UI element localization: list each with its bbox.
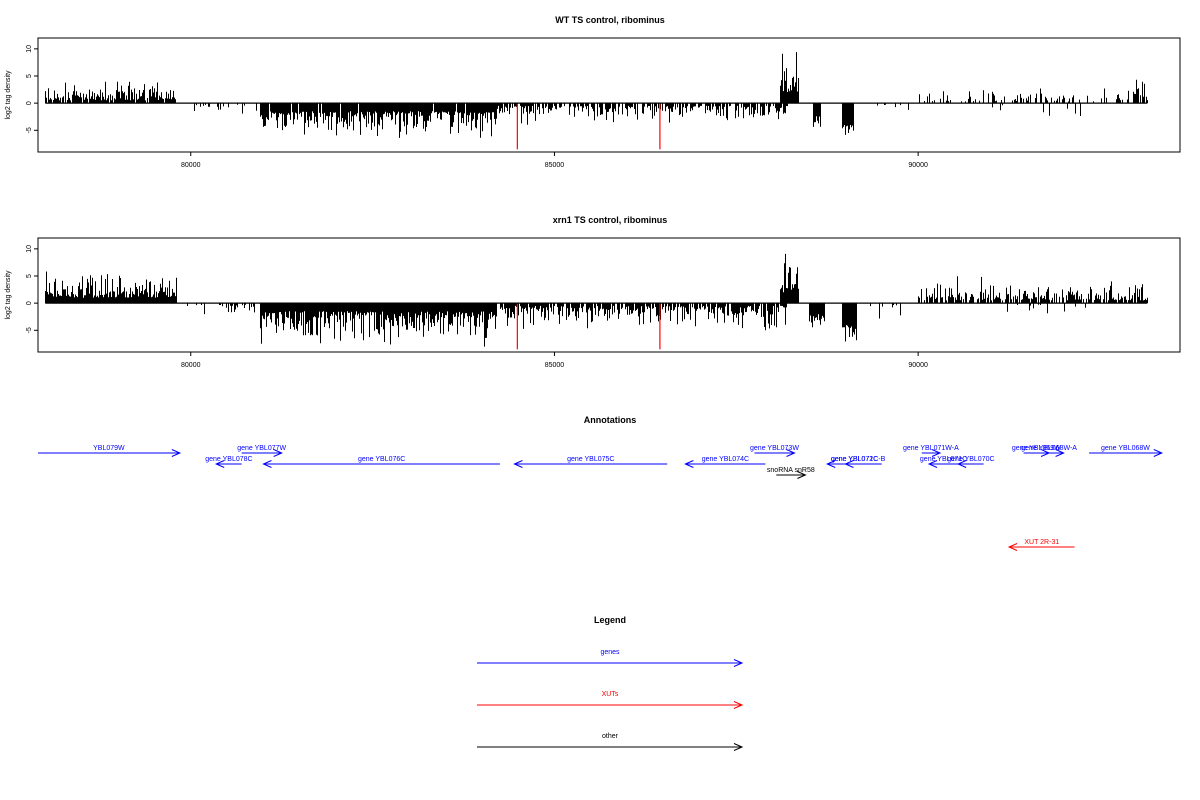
plot-frame bbox=[37, 237, 1181, 353]
feature-label: gene YBL077W bbox=[237, 445, 286, 452]
panel-title: xrn1 TS control, ribominus bbox=[553, 215, 668, 225]
legend-item: other bbox=[477, 733, 744, 751]
annotation-feature: gene YBL071C bbox=[920, 456, 967, 468]
feature-label: snoRNA snR58 bbox=[767, 467, 815, 474]
y-tick-label: 0 bbox=[26, 301, 33, 305]
y-axis: 10 5 0 -5 bbox=[26, 45, 38, 133]
legend-arrowhead bbox=[733, 701, 744, 709]
annotation-feature: gene YBL076C bbox=[262, 456, 500, 468]
feature-label: gene YBL070C bbox=[947, 456, 994, 463]
x-tick-label: 90000 bbox=[908, 162, 928, 169]
annotation-feature: gene YBL077W bbox=[237, 445, 287, 457]
feature-label: gene YBL071W-A bbox=[903, 445, 959, 452]
y-tick-label: 10 bbox=[26, 245, 33, 253]
feature-arrowhead bbox=[927, 460, 938, 468]
highlight-bars bbox=[516, 103, 661, 150]
x-tick-label: 85000 bbox=[545, 162, 565, 169]
legend-label: other bbox=[602, 733, 619, 740]
annotation-feature: gene YBL071C-B bbox=[831, 456, 886, 468]
feature-arrowhead bbox=[825, 460, 836, 468]
feature-label: gene YBL071C-B bbox=[831, 456, 886, 463]
annotation-feature: gene YBL068W-A bbox=[1021, 445, 1077, 457]
feature-label: gene YBL076C bbox=[358, 456, 405, 463]
feature-arrowhead bbox=[786, 449, 796, 457]
feature-arrowhead bbox=[1153, 449, 1164, 457]
feature-arrowhead bbox=[931, 449, 942, 457]
feature-arrowhead bbox=[956, 460, 967, 468]
y-axis-label: log2 tag density bbox=[5, 70, 12, 120]
y-tick-label: -5 bbox=[26, 327, 33, 333]
signal-bars bbox=[45, 52, 1148, 138]
feature-label: gene YBL071C bbox=[920, 456, 967, 463]
legend-arrowhead bbox=[733, 659, 744, 667]
feature-arrowhead bbox=[1055, 449, 1065, 457]
plot-frame bbox=[37, 37, 1181, 153]
feature-arrowhead bbox=[214, 460, 225, 468]
annotations-track: Annotations YBL079W gene YBL078C gene YBL0… bbox=[38, 415, 1164, 551]
feature-label: gene YBL068W bbox=[1101, 445, 1150, 452]
signal-bar bbox=[45, 253, 1148, 347]
y-tick-label: 5 bbox=[26, 274, 33, 278]
y-axis-label: log2 tag density bbox=[5, 270, 12, 320]
x-tick-label: 80000 bbox=[181, 162, 201, 169]
feature-arrowhead bbox=[513, 460, 523, 468]
legend-label: XUTs bbox=[602, 691, 619, 698]
y-tick-label: 10 bbox=[26, 45, 33, 53]
feature-arrowhead bbox=[171, 449, 182, 457]
annotation-feature: gene YBL073W bbox=[750, 445, 799, 457]
panel-title: WT TS control, ribominus bbox=[555, 15, 665, 25]
x-tick-label: 90000 bbox=[908, 362, 928, 369]
highlight-bars bbox=[516, 303, 661, 350]
x-axis: 80000 85000 90000 bbox=[181, 352, 928, 369]
y-tick-label: -5 bbox=[26, 127, 33, 133]
annotation-feature: gene YBL070C bbox=[947, 456, 995, 468]
legend-arrowhead bbox=[733, 743, 744, 751]
x-axis: 80000 85000 90000 bbox=[181, 152, 928, 169]
legend-item: XUTs bbox=[477, 691, 744, 709]
feature-label: gene YBL075C bbox=[567, 456, 614, 463]
annotation-feature: gene YBL068W bbox=[1089, 445, 1164, 457]
feature-label: gene YBL074C bbox=[702, 456, 749, 463]
feature-label: gene YBL072C bbox=[831, 456, 878, 463]
legend-item: genes bbox=[477, 649, 744, 667]
annotation-feature: gene YBL075C bbox=[513, 456, 668, 468]
signal-bar bbox=[45, 52, 1148, 138]
feature-arrowhead bbox=[262, 460, 272, 468]
feature-label: gene YBL073W bbox=[750, 445, 799, 452]
annotation-feature: YBL079W bbox=[38, 445, 182, 457]
feature-arrowhead bbox=[684, 460, 694, 468]
feature-label: gene YBL068W-A bbox=[1021, 445, 1077, 452]
feature-label: XUT 2R-31 bbox=[1024, 539, 1059, 546]
annotation-feature: snoRNA snR58 bbox=[767, 467, 815, 479]
feature-label: gene YBL069W bbox=[1012, 445, 1061, 452]
feature-arrowhead bbox=[273, 449, 283, 457]
feature-arrowhead bbox=[1007, 543, 1018, 551]
feature-label: YBL079W bbox=[93, 445, 125, 452]
annotation-feature: XUT 2R-31 bbox=[1007, 539, 1075, 551]
panel-wt-ts-control: WT TS control, ribominus log2 tag densit… bbox=[5, 15, 1181, 169]
legend-title: Legend bbox=[594, 615, 626, 625]
legend-label: genes bbox=[600, 649, 620, 656]
legend: Legend genes XUTs other bbox=[477, 615, 744, 751]
x-tick-label: 80000 bbox=[181, 362, 201, 369]
annotation-feature: gene YBL074C bbox=[684, 456, 766, 468]
feature-arrowhead bbox=[797, 471, 807, 479]
x-tick-label: 85000 bbox=[545, 362, 565, 369]
annotations-title: Annotations bbox=[584, 415, 637, 425]
signal-bars bbox=[45, 253, 1148, 347]
panel-xrn1-ts-control: xrn1 TS control, ribominus log2 tag dens… bbox=[5, 215, 1181, 369]
annotation-feature: gene YBL078C bbox=[205, 456, 253, 468]
y-tick-label: 0 bbox=[26, 101, 33, 105]
feature-arrowhead bbox=[844, 460, 854, 468]
annotation-feature: gene YBL071W-A bbox=[903, 445, 959, 457]
y-tick-label: 5 bbox=[26, 74, 33, 78]
feature-label: gene YBL078C bbox=[205, 456, 252, 463]
y-axis: 10 5 0 -5 bbox=[26, 245, 38, 333]
